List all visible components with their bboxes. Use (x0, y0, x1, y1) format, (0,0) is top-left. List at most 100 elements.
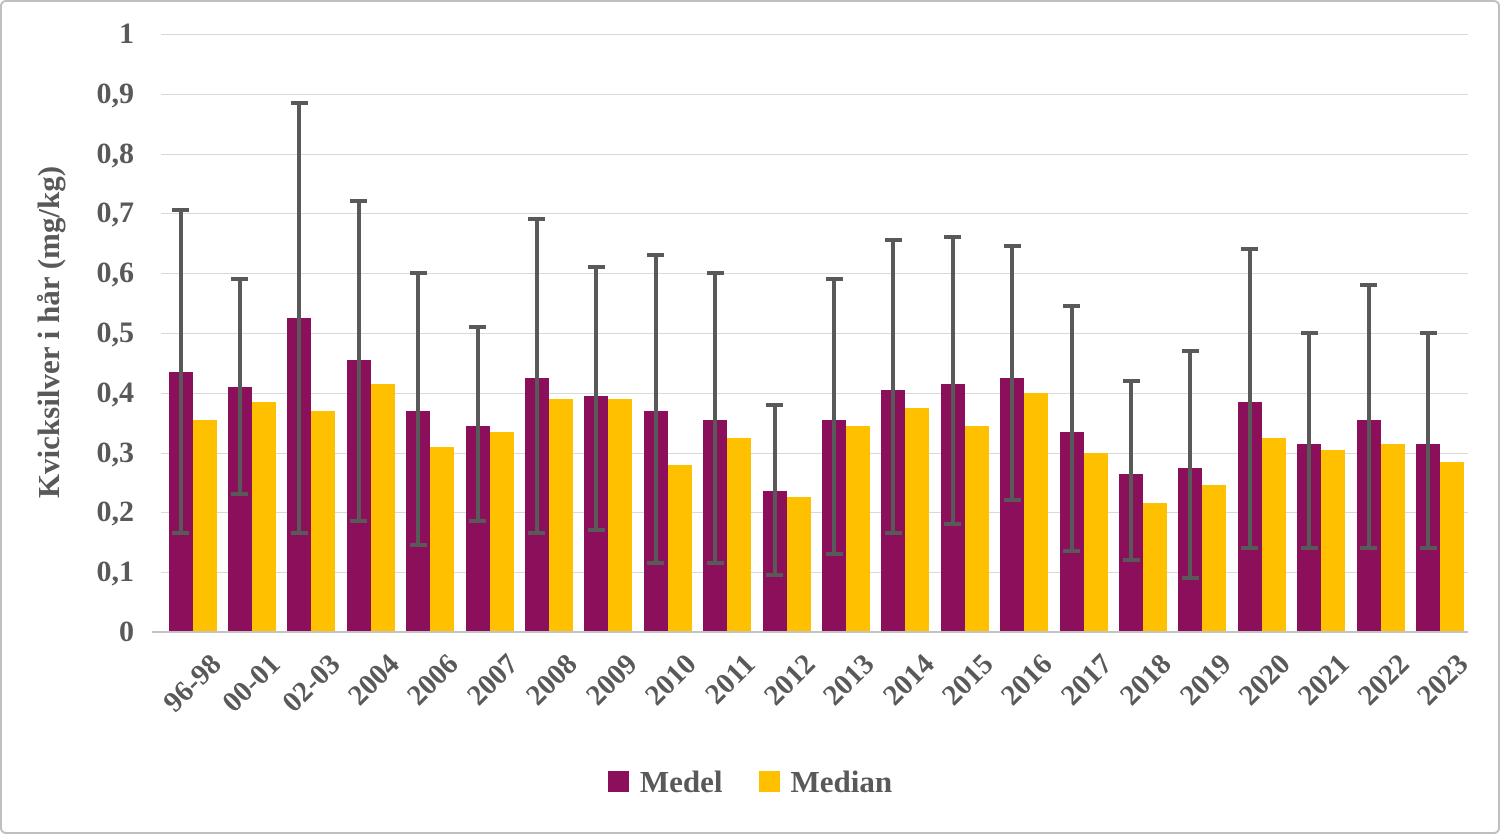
error-bar-2016 (1010, 246, 1015, 501)
error-bar-2008 (534, 219, 539, 534)
y-tick-label: 0,7 (96, 196, 135, 230)
y-tick-label: 0,6 (96, 256, 135, 290)
error-bar-cap-bottom-2016 (1003, 498, 1021, 503)
error-bar-cap-top-2021 (1300, 331, 1318, 335)
error-bar-2006 (416, 273, 421, 546)
error-bar-cap-top-2019 (1181, 348, 1199, 353)
bar-median-00-01 (251, 401, 276, 632)
y-tick-label: 0,5 (96, 316, 135, 349)
error-bar-2010 (653, 255, 658, 564)
bar-median-2015 (964, 425, 989, 632)
error-bar-cap-top-2004 (350, 199, 368, 204)
bar-median-2017 (1083, 452, 1108, 632)
bar-median-2019 (1202, 485, 1227, 632)
error-bar-cap-top-2012 (766, 402, 784, 407)
error-bar-cap-top-96-98 (172, 208, 189, 213)
error-bar-2012 (772, 404, 777, 576)
error-bar-cap-top-2013 (825, 277, 843, 282)
bar-median-2013 (846, 425, 870, 632)
error-bar-cap-top-2018 (1122, 378, 1140, 383)
error-bar-cap-bottom-2015 (944, 522, 962, 527)
error-bar-cap-bottom-2010 (647, 561, 665, 566)
error-bar-cap-bottom-2004 (350, 519, 368, 524)
gridline (161, 213, 1468, 215)
bar-median-02-03 (311, 410, 336, 632)
y-tick-label: 0,3 (96, 435, 135, 469)
error-bar-cap-bottom-2012 (766, 573, 784, 578)
error-bar-cap-bottom-2023 (1419, 546, 1437, 551)
bar-median-2006 (430, 446, 455, 632)
y-tick-label: 1 (119, 17, 134, 50)
bar-median-2023 (1440, 461, 1465, 632)
x-axis-line (152, 631, 1468, 633)
error-bar-2015 (950, 237, 955, 525)
y-tick-label: 0 (119, 615, 134, 648)
error-bar-2023 (1426, 333, 1431, 549)
error-bar-00-01 (237, 279, 242, 495)
error-bar-96-98 (178, 210, 183, 534)
error-bar-cap-top-2009 (587, 265, 605, 270)
legend-label: Median (790, 764, 893, 799)
error-bar-cap-bottom-2019 (1181, 576, 1199, 581)
error-bar-cap-top-2023 (1419, 331, 1437, 335)
error-bar-cap-top-2020 (1241, 247, 1259, 252)
error-bar-2014 (891, 240, 896, 534)
error-bar-cap-bottom-2011 (706, 561, 724, 566)
error-bar-cap-top-02-03 (290, 100, 308, 105)
error-bar-2007 (475, 327, 480, 522)
error-bar-cap-top-2016 (1003, 244, 1021, 249)
error-bar-2009 (594, 267, 599, 531)
legend-swatch-medel (607, 771, 629, 792)
error-bar-2004 (356, 201, 361, 522)
bar-median-2010 (667, 464, 692, 632)
error-bar-cap-top-2017 (1063, 304, 1081, 309)
y-tick-label: 0,4 (96, 375, 135, 409)
error-bar-2020 (1247, 249, 1252, 549)
gridline (161, 273, 1468, 275)
error-bar-cap-bottom-2021 (1300, 546, 1318, 551)
error-bar-2018 (1129, 380, 1134, 561)
error-bar-cap-top-2022 (1360, 283, 1378, 288)
gridline (161, 333, 1468, 334)
error-bar-cap-bottom-96-98 (172, 531, 189, 536)
error-bar-cap-bottom-2013 (825, 552, 843, 557)
bar-median-2012 (786, 497, 811, 632)
y-tick-label: 0,2 (96, 495, 135, 529)
gridline (161, 34, 1468, 35)
error-bar-2013 (832, 279, 836, 555)
error-bar-cap-top-2015 (944, 235, 962, 240)
plot-area (161, 34, 1468, 632)
gridline (161, 153, 1468, 155)
bar-median-2004 (370, 383, 395, 632)
error-bar-2019 (1188, 350, 1193, 579)
error-bar-cap-bottom-2022 (1360, 546, 1378, 551)
bar-median-2018 (1143, 503, 1168, 632)
error-bar-cap-top-2008 (528, 217, 546, 222)
legend: Medel Median (2, 766, 1498, 797)
error-bar-02-03 (297, 102, 302, 534)
bar-median-2007 (489, 431, 514, 632)
error-bar-cap-top-00-01 (231, 277, 249, 282)
legend-item-median: Median (758, 764, 893, 799)
gridline (161, 93, 1468, 95)
bar-median-2016 (1024, 392, 1049, 632)
error-bar-cap-top-2011 (706, 271, 724, 276)
gridline (161, 512, 1468, 514)
error-bar-cap-top-2010 (647, 253, 665, 258)
error-bar-cap-top-2006 (409, 271, 427, 276)
error-bar-cap-bottom-2008 (528, 531, 546, 536)
error-bar-cap-bottom-2017 (1063, 549, 1081, 554)
y-tick-label: 0,1 (96, 555, 135, 589)
legend-label: Medel (639, 764, 723, 799)
bar-median-2021 (1321, 449, 1346, 632)
error-bar-cap-bottom-2009 (587, 528, 605, 533)
bar-median-96-98 (192, 419, 217, 632)
gridline (161, 392, 1468, 394)
error-bar-2022 (1366, 285, 1371, 549)
error-bar-cap-bottom-02-03 (290, 531, 308, 536)
legend-swatch-median (758, 771, 780, 792)
bar-median-2020 (1261, 437, 1286, 632)
gridline (161, 452, 1468, 454)
bar-median-2009 (608, 398, 633, 632)
